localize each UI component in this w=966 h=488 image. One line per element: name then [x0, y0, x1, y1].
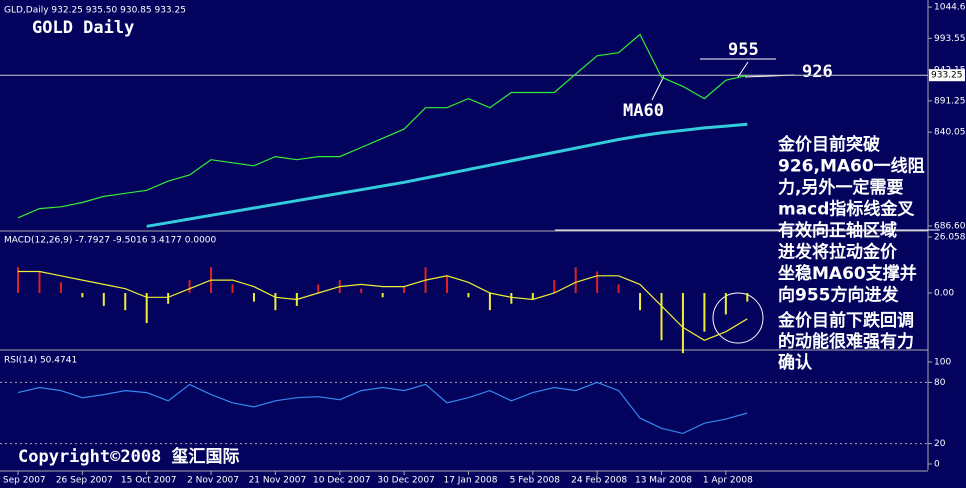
histogram-bar [510, 293, 513, 304]
y-tick-label: 20 [934, 439, 946, 449]
y-tick-label: 840.05 [934, 128, 966, 138]
histogram-bar [38, 271, 41, 294]
x-tick-label: 5 Feb 2008 [510, 476, 561, 486]
series-line [18, 270, 748, 341]
last-price-label: 933.25 [931, 71, 963, 81]
note-line: 确认 [778, 352, 813, 373]
copyright: Copyright©2008 玺汇国际 [18, 446, 240, 467]
annotation: MA60 [623, 101, 664, 121]
y-tick-label: 1044.65 [934, 3, 966, 13]
x-tick-label: 7 Sep 2007 [0, 476, 46, 486]
histogram-bar [724, 293, 727, 315]
histogram-bar [381, 293, 384, 298]
chart-title: GOLD Daily [32, 18, 134, 38]
histogram-bar [746, 293, 749, 302]
x-tick-label: 24 Feb 2008 [571, 476, 627, 486]
note-line: macd指标线金叉 [778, 199, 915, 220]
histogram-bar [446, 275, 448, 294]
note-line: 金价目前突破 [777, 134, 880, 155]
y-tick-label: 993.55 [934, 34, 966, 44]
y-tick-label: 80 [934, 378, 946, 388]
annotation: 926 [802, 62, 833, 82]
note-line: 的动能很难强有力 [778, 331, 914, 352]
histogram-bar [403, 286, 406, 294]
histogram-bar [467, 293, 470, 298]
y-tick-label: 0 [934, 459, 940, 469]
panel-label: GLD,Daily 932.25 935.50 930.85 933.25 [4, 6, 186, 16]
note-line: 坐稳MA60支撑并 [778, 263, 917, 284]
histogram-bar [188, 280, 191, 294]
histogram-bar [124, 293, 127, 311]
y-tick-label: 891.25 [934, 96, 966, 106]
annotation-circle [712, 292, 764, 344]
y-tick-label: 686.60 [934, 221, 966, 231]
histogram-bar [488, 293, 491, 311]
histogram-bar [660, 293, 663, 341]
histogram-bar [531, 293, 534, 300]
x-tick-label: 10 Dec 2007 [313, 476, 371, 486]
annotation-arrow [651, 75, 665, 101]
histogram-bar [639, 293, 642, 311]
y-tick-label: 26.0582 [934, 233, 966, 243]
x-tick-label: 1 Apr 2008 [703, 476, 753, 486]
x-tick-label: 30 Dec 2007 [377, 476, 435, 486]
note-line: 进发将拉动金价 [778, 242, 898, 263]
histogram-bar [574, 267, 577, 294]
series-line [17, 33, 748, 219]
x-tick-label: 21 Nov 2007 [249, 476, 307, 486]
annotation-arrow [737, 61, 749, 78]
histogram-bar [617, 284, 620, 294]
note-line: 有效向正轴区域 [778, 220, 897, 241]
histogram-bar [102, 293, 105, 306]
note-line: 金价目前下跌回调 [777, 310, 914, 331]
annotation: 955 [728, 40, 759, 60]
histogram-bar [317, 284, 320, 294]
note-line: 力,另外一定需要 [778, 177, 903, 198]
histogram-bar [596, 271, 599, 294]
histogram-bar [252, 293, 255, 302]
series-line [17, 381, 748, 435]
histogram-bar [703, 293, 706, 332]
note-line: 926,MA60一线阻 [778, 156, 925, 177]
panel-label: MACD(12,26,9) -7.7927 -9.5016 3.4177 0.0… [4, 236, 217, 246]
histogram-bar [360, 288, 363, 294]
x-tick-label: 2 Nov 2007 [187, 476, 239, 486]
histogram-bar [553, 280, 556, 294]
x-tick-label: 17 Jan 2008 [443, 476, 497, 486]
histogram-bar [145, 293, 148, 324]
histogram-bar [274, 293, 277, 311]
series-line [146, 122, 748, 228]
histogram-bar [167, 293, 170, 304]
x-tick-label: 13 Mar 2008 [635, 476, 692, 486]
x-tick-label: 26 Sep 2007 [56, 476, 113, 486]
histogram-bar [681, 293, 684, 354]
y-tick-label: 100 [934, 357, 951, 367]
y-tick-label: 0.00 [934, 289, 954, 299]
histogram-bar [17, 267, 19, 294]
histogram-bar [81, 293, 84, 298]
histogram-bar [59, 282, 62, 294]
x-tick-label: 15 Oct 2007 [121, 476, 177, 486]
note-line: 向955方向进发 [778, 285, 899, 306]
panel-label: RSI(14) 50.4741 [4, 356, 77, 366]
histogram-bar [231, 284, 234, 294]
last-price-box [929, 69, 965, 82]
notes: 金价目前突破926,MA60一线阻力,另外一定需要macd指标线金叉有效向正轴区… [777, 134, 925, 373]
